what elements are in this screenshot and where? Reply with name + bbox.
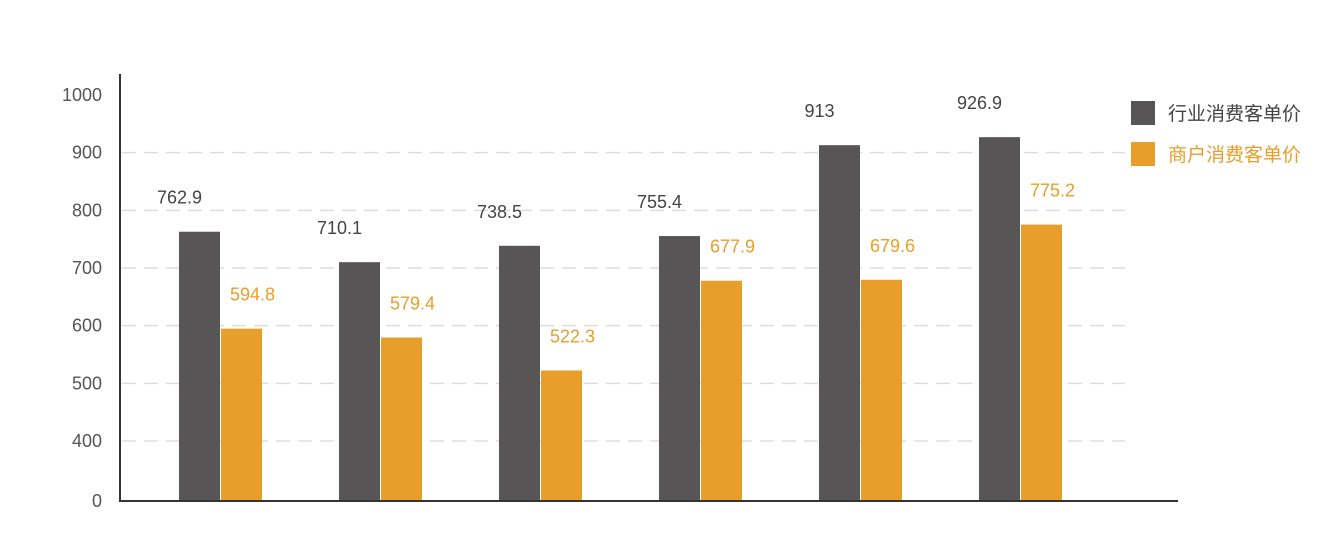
- data-label: 738.5: [477, 202, 522, 222]
- bar-merchant: [1021, 224, 1062, 501]
- y-tick-label: 700: [72, 258, 102, 278]
- y-tick-label: 800: [72, 200, 102, 220]
- bar-merchant: [701, 280, 742, 501]
- data-label: 579.4: [390, 294, 435, 314]
- data-label: 762.9: [157, 188, 202, 208]
- data-labels: 762.9 594.8 710.1 579.4 738.5 522.3 755.4 677.9…: [157, 93, 1075, 346]
- data-label: 677.9: [710, 237, 755, 257]
- bar-industry: [339, 262, 380, 501]
- y-tick-label: 500: [72, 373, 102, 393]
- data-label: 679.6: [870, 236, 915, 256]
- y-tick-label: 600: [72, 316, 102, 336]
- y-tick-label: 1000: [62, 85, 102, 105]
- bar-industry: [979, 137, 1020, 501]
- data-label: 710.1: [317, 218, 362, 238]
- bar-merchant: [381, 337, 422, 501]
- legend-swatch: [1131, 142, 1155, 166]
- bar-merchant: [541, 370, 582, 501]
- y-tick-label: 900: [72, 143, 102, 163]
- y-tick-label: 0: [92, 491, 102, 511]
- data-label: 755.4: [637, 192, 682, 212]
- gridlines: [122, 151, 1125, 442]
- y-tick-label: 400: [72, 431, 102, 451]
- legend-label: 商户消费客单价: [1168, 144, 1301, 166]
- bars: [179, 137, 1062, 502]
- data-label: 913: [804, 101, 834, 121]
- data-label: 926.9: [957, 93, 1002, 113]
- bar-industry: [659, 236, 700, 501]
- data-label: 594.8: [230, 285, 275, 305]
- bar-industry: [819, 145, 860, 502]
- bar-merchant: [861, 279, 902, 501]
- bar-merchant: [221, 328, 262, 501]
- legend-label: 行业消费客单价: [1168, 103, 1301, 125]
- bar-industry: [499, 245, 540, 501]
- y-axis-ticks: 0 400 500 600 700 800 900 1000: [62, 85, 102, 511]
- legend-swatch: [1131, 101, 1155, 125]
- data-label: 775.2: [1030, 181, 1075, 201]
- data-label: 522.3: [550, 326, 595, 346]
- bar-industry: [179, 231, 220, 501]
